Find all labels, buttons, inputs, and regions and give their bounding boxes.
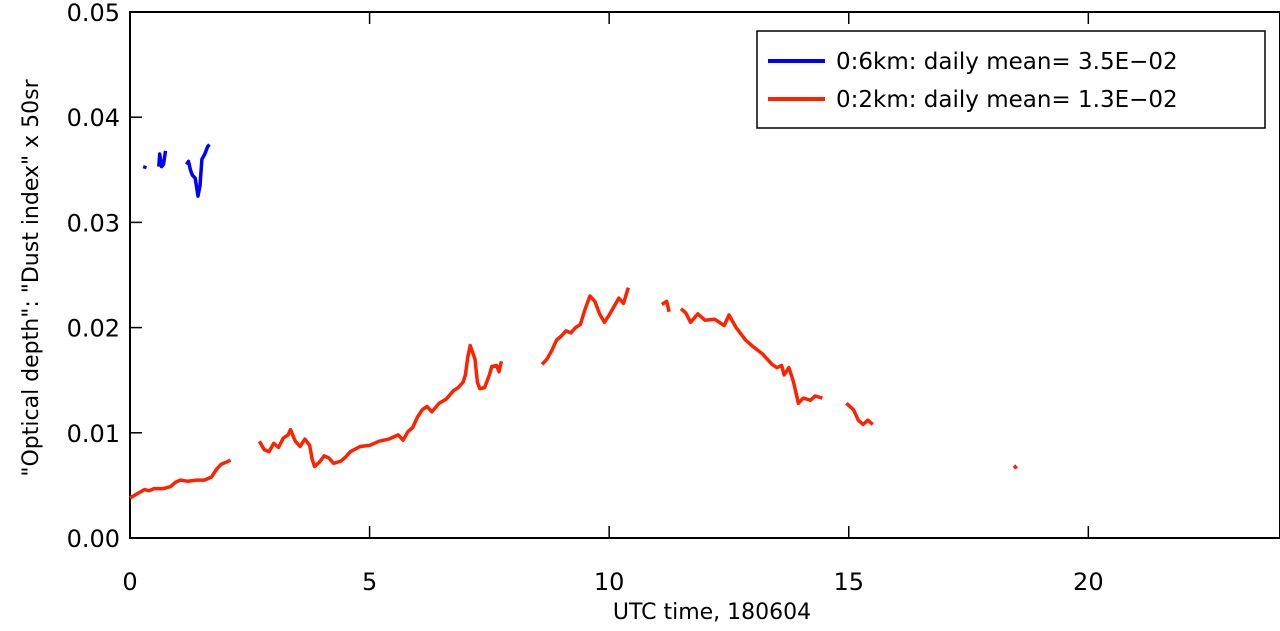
y-tick-label-4: 0.04 [67, 104, 120, 132]
x-tick-label-5: 5 [362, 568, 377, 596]
x-axis-label: UTC time, 180604 [613, 600, 811, 625]
series-1-segment-5 [845, 402, 874, 427]
y-axis-label: "Optical depth": "Dust index" x 50sr [19, 78, 44, 476]
legend-label-0-6km: 0:6km: daily mean= 3.5E−02 [836, 49, 1178, 75]
x-tick-label-20: 20 [1073, 568, 1104, 596]
x-tick-label-10: 10 [594, 568, 625, 596]
y-tick-label-3: 0.03 [67, 209, 120, 237]
series-1-segment-2 [540, 287, 630, 366]
series-0-segment-0 [142, 165, 147, 170]
y-tick-label-5: 0.05 [67, 0, 120, 27]
series-1-segment-3 [660, 299, 671, 313]
series-1-segment-0 [129, 458, 232, 500]
series-layer [129, 143, 1018, 500]
legend: 0:6km: daily mean= 3.5E−02 0:2km: daily … [756, 30, 1266, 129]
series-1-segment-1 [257, 343, 504, 469]
series-0-segment-2 [185, 143, 211, 198]
x-tick-label-0: 0 [122, 568, 137, 596]
legend-box [756, 30, 1266, 129]
series-1-segment-4 [679, 307, 823, 406]
axes-layer: 0 5 10 15 20 0.00 0.01 0.02 0.03 0.04 0.05 [67, 0, 1104, 596]
legend-label-0-2km: 0:2km: daily mean= 1.3E−02 [836, 87, 1178, 113]
x-tick-label-15: 15 [833, 568, 864, 596]
plot-frame [129, 11, 1280, 539]
series-0-segment-1 [157, 150, 168, 169]
series-1-segment-6 [1012, 464, 1018, 470]
y-tick-label-2: 0.02 [67, 315, 120, 343]
y-tick-label-0: 0.00 [67, 525, 120, 553]
y-tick-label-1: 0.01 [67, 420, 120, 448]
